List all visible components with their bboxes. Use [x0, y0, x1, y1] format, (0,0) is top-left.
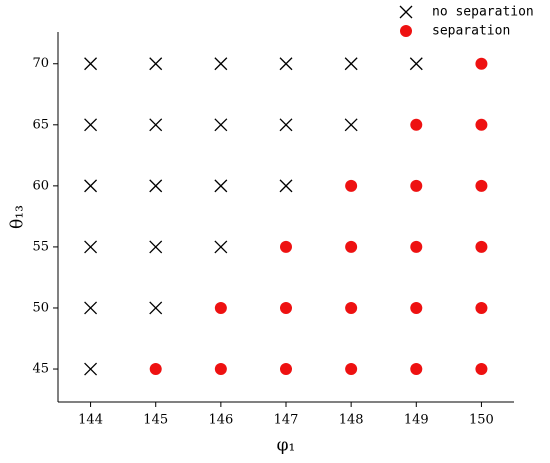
legend-marker — [400, 25, 412, 37]
dot-marker — [410, 118, 423, 131]
cross-marker — [84, 118, 98, 132]
y-tick-label: 50 — [32, 300, 49, 315]
cross-marker — [279, 57, 293, 71]
dot-marker — [149, 363, 162, 376]
cross-marker — [214, 179, 228, 193]
legend-label: no separation — [432, 5, 534, 20]
y-tick-label: 60 — [32, 178, 49, 193]
x-tick-label: 147 — [274, 413, 299, 428]
cross-marker — [84, 301, 98, 315]
legend-marker — [399, 5, 413, 19]
dot-marker — [475, 363, 488, 376]
cross-marker — [214, 240, 228, 254]
cross-marker — [344, 118, 358, 132]
y-tick-label: 65 — [32, 117, 49, 132]
x-tick-label: 144 — [78, 413, 103, 428]
dot-marker — [410, 240, 423, 253]
cross-marker — [279, 179, 293, 193]
x-tick-label: 150 — [469, 413, 494, 428]
dot-marker — [214, 301, 227, 314]
legend-label: separation — [432, 24, 510, 39]
x-tick-label: 149 — [404, 413, 429, 428]
y-tick-label: 70 — [32, 56, 49, 71]
dot-marker — [345, 240, 358, 253]
dot-marker — [280, 363, 292, 376]
dot-marker — [280, 301, 292, 314]
dot-marker — [475, 301, 488, 314]
x-tick-label: 148 — [339, 413, 364, 428]
dot-marker — [280, 240, 292, 253]
dot-marker — [345, 179, 358, 192]
dot-marker — [345, 363, 358, 376]
cross-marker — [344, 57, 358, 71]
cross-marker — [214, 118, 228, 132]
cross-marker — [149, 118, 163, 132]
cross-marker — [84, 57, 98, 71]
dot-marker — [475, 179, 488, 192]
cross-marker — [409, 57, 423, 71]
dot-marker — [475, 240, 488, 253]
dot-marker — [475, 57, 488, 70]
cross-marker — [84, 362, 98, 376]
y-tick-label: 55 — [32, 239, 49, 254]
dot-marker — [214, 363, 227, 376]
dot-marker — [475, 118, 488, 131]
cross-marker — [84, 179, 98, 193]
dot-marker — [410, 301, 423, 314]
cross-marker — [214, 57, 228, 71]
x-axis-label: φ₁ — [277, 436, 296, 456]
cross-marker — [84, 240, 98, 254]
dot-marker — [410, 363, 423, 376]
dot-marker — [345, 301, 358, 314]
cross-marker — [149, 179, 163, 193]
x-tick-label: 146 — [208, 413, 233, 428]
cross-marker — [149, 57, 163, 71]
y-axis-label: θ₁₃ — [8, 205, 28, 229]
y-tick-label: 45 — [32, 362, 49, 377]
cross-marker — [149, 240, 163, 254]
cross-marker — [149, 301, 163, 315]
dot-marker — [410, 179, 423, 192]
cross-marker — [279, 118, 293, 132]
x-tick-label: 145 — [143, 413, 168, 428]
